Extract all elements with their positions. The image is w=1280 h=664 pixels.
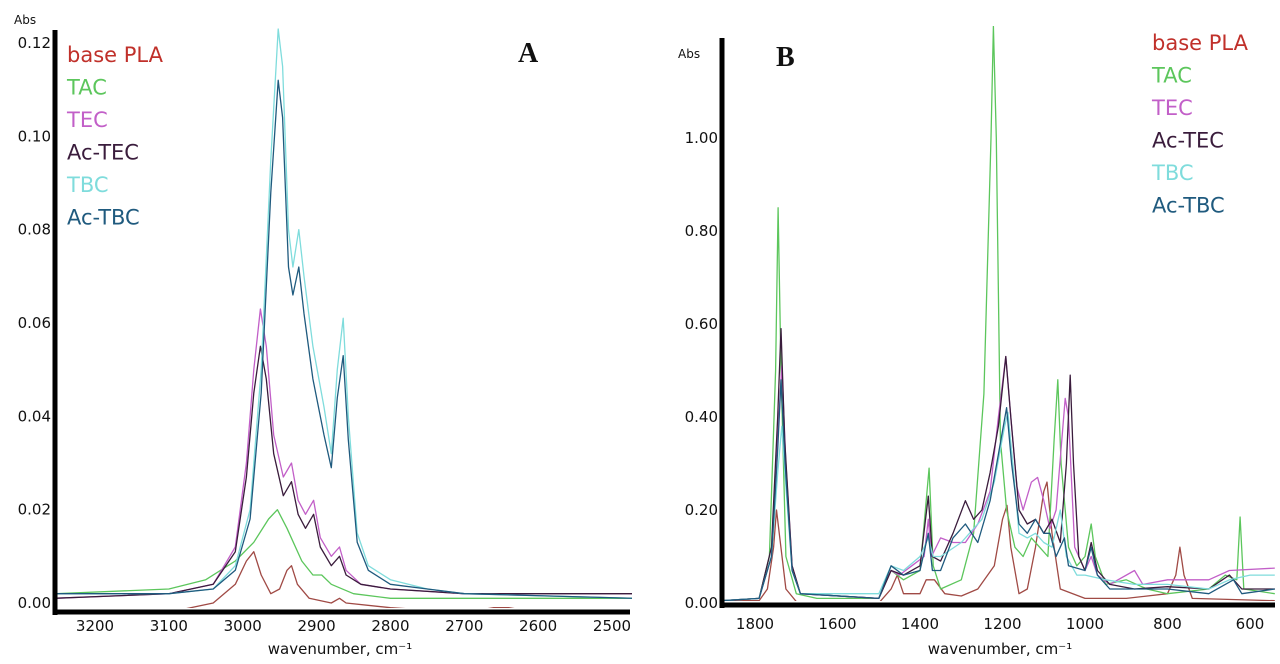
panel-b-series-ac-tec-line	[724, 328, 1275, 601]
panel-a-x-tick-label: 2600	[519, 617, 557, 635]
panel-a-x-tick-label: 2700	[445, 617, 483, 635]
panel-b-legend-entry: base PLA	[1152, 31, 1249, 55]
panel-b-x-tick-label: 1800	[736, 615, 774, 633]
panel-a-x-tick-label: 3000	[224, 617, 262, 635]
panel-a-y-tick-label: 0.10	[18, 127, 51, 145]
panel-b-chart: Abs B wavenumber, cm⁻¹ 0.00 0.20 0.40 0.60 0…	[678, 26, 1275, 658]
panel-a-y-axis-label: Abs	[14, 13, 36, 27]
panel-b-x-axis-label: wavenumber, cm⁻¹	[928, 640, 1072, 658]
panel-b-legend-entry: Ac-TEC	[1152, 129, 1224, 153]
panel-a-series-group	[57, 28, 632, 608]
panel-a-series-base-pla-line	[186, 551, 515, 608]
panel-b-x-tick-label: 1200	[983, 615, 1021, 633]
panel-b-series-base-pla-line	[724, 481, 1275, 601]
panel-a-legend-entry: Ac-TEC	[67, 141, 139, 165]
panel-b-y-axis-label: Abs	[678, 47, 700, 61]
panel-b-x-tick-label: 800	[1153, 615, 1182, 633]
panel-a-x-tick-label: 2500	[593, 617, 631, 635]
panel-b-x-tick-label: 1400	[901, 615, 939, 633]
panel-a-legend-entry: TBC	[66, 173, 109, 197]
panel-a-y-tick-label: 0.00	[18, 594, 51, 612]
panel-b-y-tick-label: 0.40	[685, 408, 718, 426]
panel-a-series-tac-line	[57, 509, 632, 599]
panel-a-x-tick-label: 3100	[150, 617, 188, 635]
panel-a-series-tec-line	[57, 308, 632, 599]
panel-a-series-ac-tec-line	[57, 345, 632, 599]
panel-b-x-tick-label: 1000	[1066, 615, 1104, 633]
panel-a-legend-entry: base PLA	[67, 43, 164, 67]
panel-b-x-tick-label: 1600	[818, 615, 856, 633]
panel-a-legend-entry: Ac-TBC	[67, 206, 140, 230]
panel-b-legend-entry: TAC	[1151, 64, 1192, 88]
panel-b-series-group	[724, 26, 1275, 601]
panel-b-y-tick-label: 0.00	[685, 594, 718, 612]
panel-a-y-tick-label: 0.02	[18, 501, 51, 519]
panel-a-legend-entry: TEC	[66, 108, 108, 132]
panel-b-series-tbc-line	[724, 411, 1275, 601]
panel-b-y-tick-label: 0.80	[685, 222, 718, 240]
panel-b-legend-entry: Ac-TBC	[1152, 194, 1225, 218]
panel-b-label: B	[776, 42, 795, 73]
panel-a-x-tick-label: 2900	[297, 617, 335, 635]
panel-a-x-axis-label: wavenumber, cm⁻¹	[268, 640, 412, 658]
panel-a-label: A	[518, 38, 539, 69]
panel-b-y-tick-label: 0.20	[685, 501, 718, 519]
panel-a-series-tbc-line	[57, 28, 632, 599]
panel-a-x-tick-label: 3200	[76, 617, 114, 635]
panel-b-series-tac-line	[724, 26, 1275, 601]
panel-a-legend-entry: TAC	[66, 76, 107, 100]
panel-b-x-tick-label: 600	[1236, 615, 1265, 633]
panel-b-y-tick-label: 0.60	[685, 315, 718, 333]
panel-a-y-tick-label: 0.08	[18, 221, 51, 239]
panel-b-series-tec-line	[724, 355, 1275, 601]
panel-a-chart: Abs A wavenumber, cm⁻¹ 0.00 0.02 0.04 0.06 0…	[14, 13, 632, 658]
panel-a-y-tick-label: 0.12	[18, 34, 51, 52]
panel-a-x-tick-label: 2800	[371, 617, 409, 635]
panel-b-y-tick-label: 1.00	[685, 129, 718, 147]
panel-b-legend-entry: TBC	[1151, 161, 1194, 185]
panel-a-y-tick-label: 0.04	[18, 407, 51, 425]
panel-b-legend-entry: TEC	[1151, 96, 1193, 120]
panel-a-y-tick-label: 0.06	[18, 314, 51, 332]
panel-a-series-ac-tbc-line	[57, 79, 632, 599]
panel-b-series-ac-tbc-line	[724, 379, 1275, 601]
